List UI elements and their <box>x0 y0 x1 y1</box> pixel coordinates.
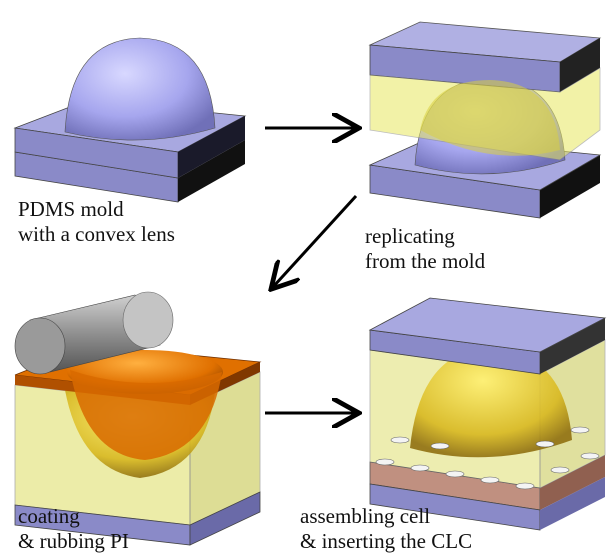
step-4-illustration <box>368 297 607 531</box>
caption: & rubbing PI <box>18 529 129 553</box>
caption: replicating <box>365 224 455 248</box>
caption: coating <box>18 504 80 528</box>
arrow <box>273 194 358 287</box>
caption: PDMS mold <box>18 197 124 221</box>
arrows <box>265 128 356 413</box>
caption: & inserting the CLC <box>300 529 472 553</box>
caption: from the mold <box>365 249 486 273</box>
caption: assembling cell <box>300 504 430 528</box>
step-2-illustration <box>368 21 602 219</box>
step-3-illustration <box>14 291 262 546</box>
captions: PDMS mold with a convex lens replicating… <box>18 197 486 553</box>
step-1-illustration <box>13 37 247 203</box>
caption: with a convex lens <box>18 222 175 246</box>
